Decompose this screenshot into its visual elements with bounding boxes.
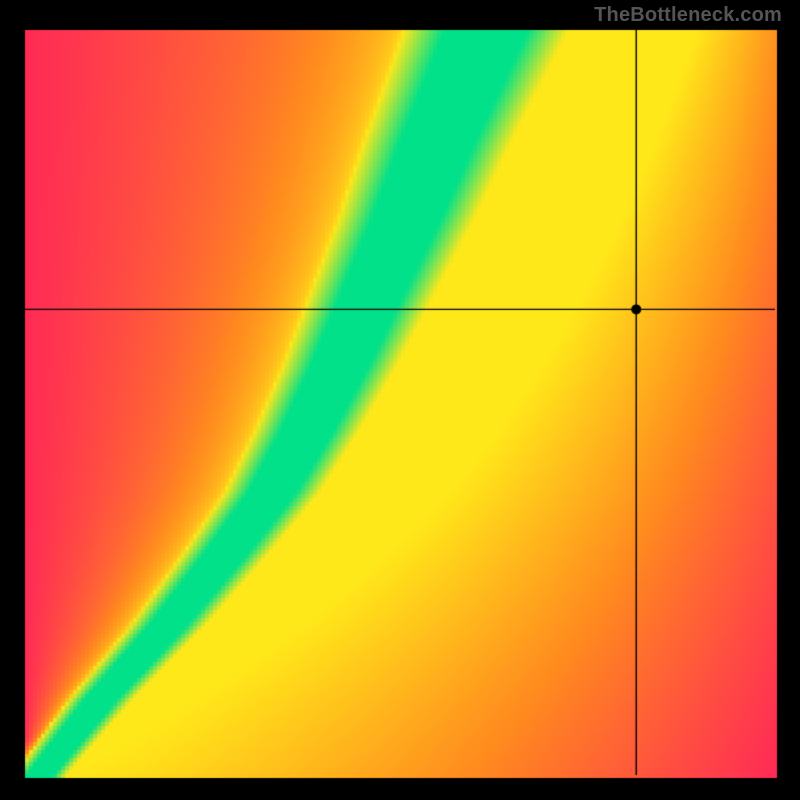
chart-container: TheBottleneck.com	[0, 0, 800, 800]
watermark-text: TheBottleneck.com	[594, 4, 782, 27]
heatmap-canvas	[0, 0, 800, 800]
